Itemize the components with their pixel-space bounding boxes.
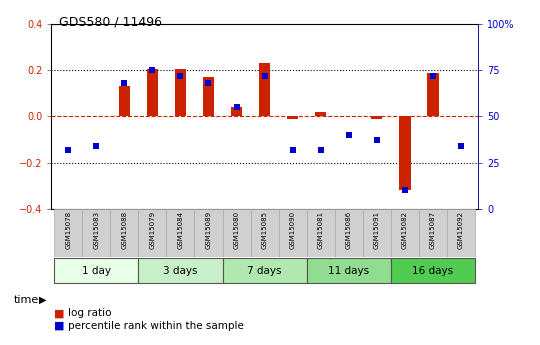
Bar <box>279 209 307 257</box>
Text: GSM15087: GSM15087 <box>430 211 436 249</box>
Text: 11 days: 11 days <box>328 266 369 276</box>
Bar <box>419 209 447 257</box>
Bar <box>335 209 363 257</box>
Text: GSM15078: GSM15078 <box>65 211 71 249</box>
Bar <box>307 258 391 283</box>
Bar <box>54 209 82 257</box>
Bar <box>287 117 298 119</box>
Bar <box>138 209 166 257</box>
Bar <box>259 63 270 117</box>
Text: ■: ■ <box>54 308 64 318</box>
Text: GSM15089: GSM15089 <box>205 211 212 249</box>
Text: GSM15086: GSM15086 <box>346 211 352 249</box>
Bar <box>391 258 475 283</box>
Bar <box>231 107 242 117</box>
Bar <box>371 117 382 119</box>
Text: GSM15081: GSM15081 <box>318 211 324 249</box>
Bar <box>138 258 222 283</box>
Text: GSM15082: GSM15082 <box>402 211 408 249</box>
Bar <box>251 209 279 257</box>
Text: GSM15088: GSM15088 <box>122 211 127 249</box>
Text: GSM15079: GSM15079 <box>150 211 156 249</box>
Text: 16 days: 16 days <box>413 266 454 276</box>
Text: time: time <box>14 295 39 305</box>
Bar <box>147 69 158 117</box>
Bar <box>110 209 138 257</box>
Bar <box>427 72 438 117</box>
Bar <box>54 258 138 283</box>
Bar <box>222 209 251 257</box>
Bar <box>203 77 214 117</box>
Text: percentile rank within the sample: percentile rank within the sample <box>68 321 244 331</box>
Text: GSM15080: GSM15080 <box>233 211 240 249</box>
Bar <box>315 112 326 117</box>
Text: 7 days: 7 days <box>247 266 282 276</box>
Bar <box>447 209 475 257</box>
Bar <box>166 209 194 257</box>
Bar <box>399 117 410 190</box>
Bar <box>222 258 307 283</box>
Text: 1 day: 1 day <box>82 266 111 276</box>
Text: log ratio: log ratio <box>68 308 111 318</box>
Bar <box>307 209 335 257</box>
Bar <box>175 69 186 117</box>
Text: GSM15084: GSM15084 <box>178 211 184 249</box>
Text: GDS580 / 11496: GDS580 / 11496 <box>59 16 163 29</box>
Text: GSM15090: GSM15090 <box>289 211 296 249</box>
Bar <box>194 209 222 257</box>
Bar <box>391 209 419 257</box>
Text: GSM15091: GSM15091 <box>374 211 380 249</box>
Bar <box>82 209 110 257</box>
Text: ▶: ▶ <box>39 295 47 305</box>
Text: GSM15085: GSM15085 <box>261 211 268 249</box>
Text: ■: ■ <box>54 321 64 331</box>
Text: 3 days: 3 days <box>163 266 198 276</box>
Bar <box>363 209 391 257</box>
Bar <box>119 87 130 117</box>
Text: GSM15092: GSM15092 <box>458 211 464 249</box>
Text: GSM15083: GSM15083 <box>93 211 99 249</box>
